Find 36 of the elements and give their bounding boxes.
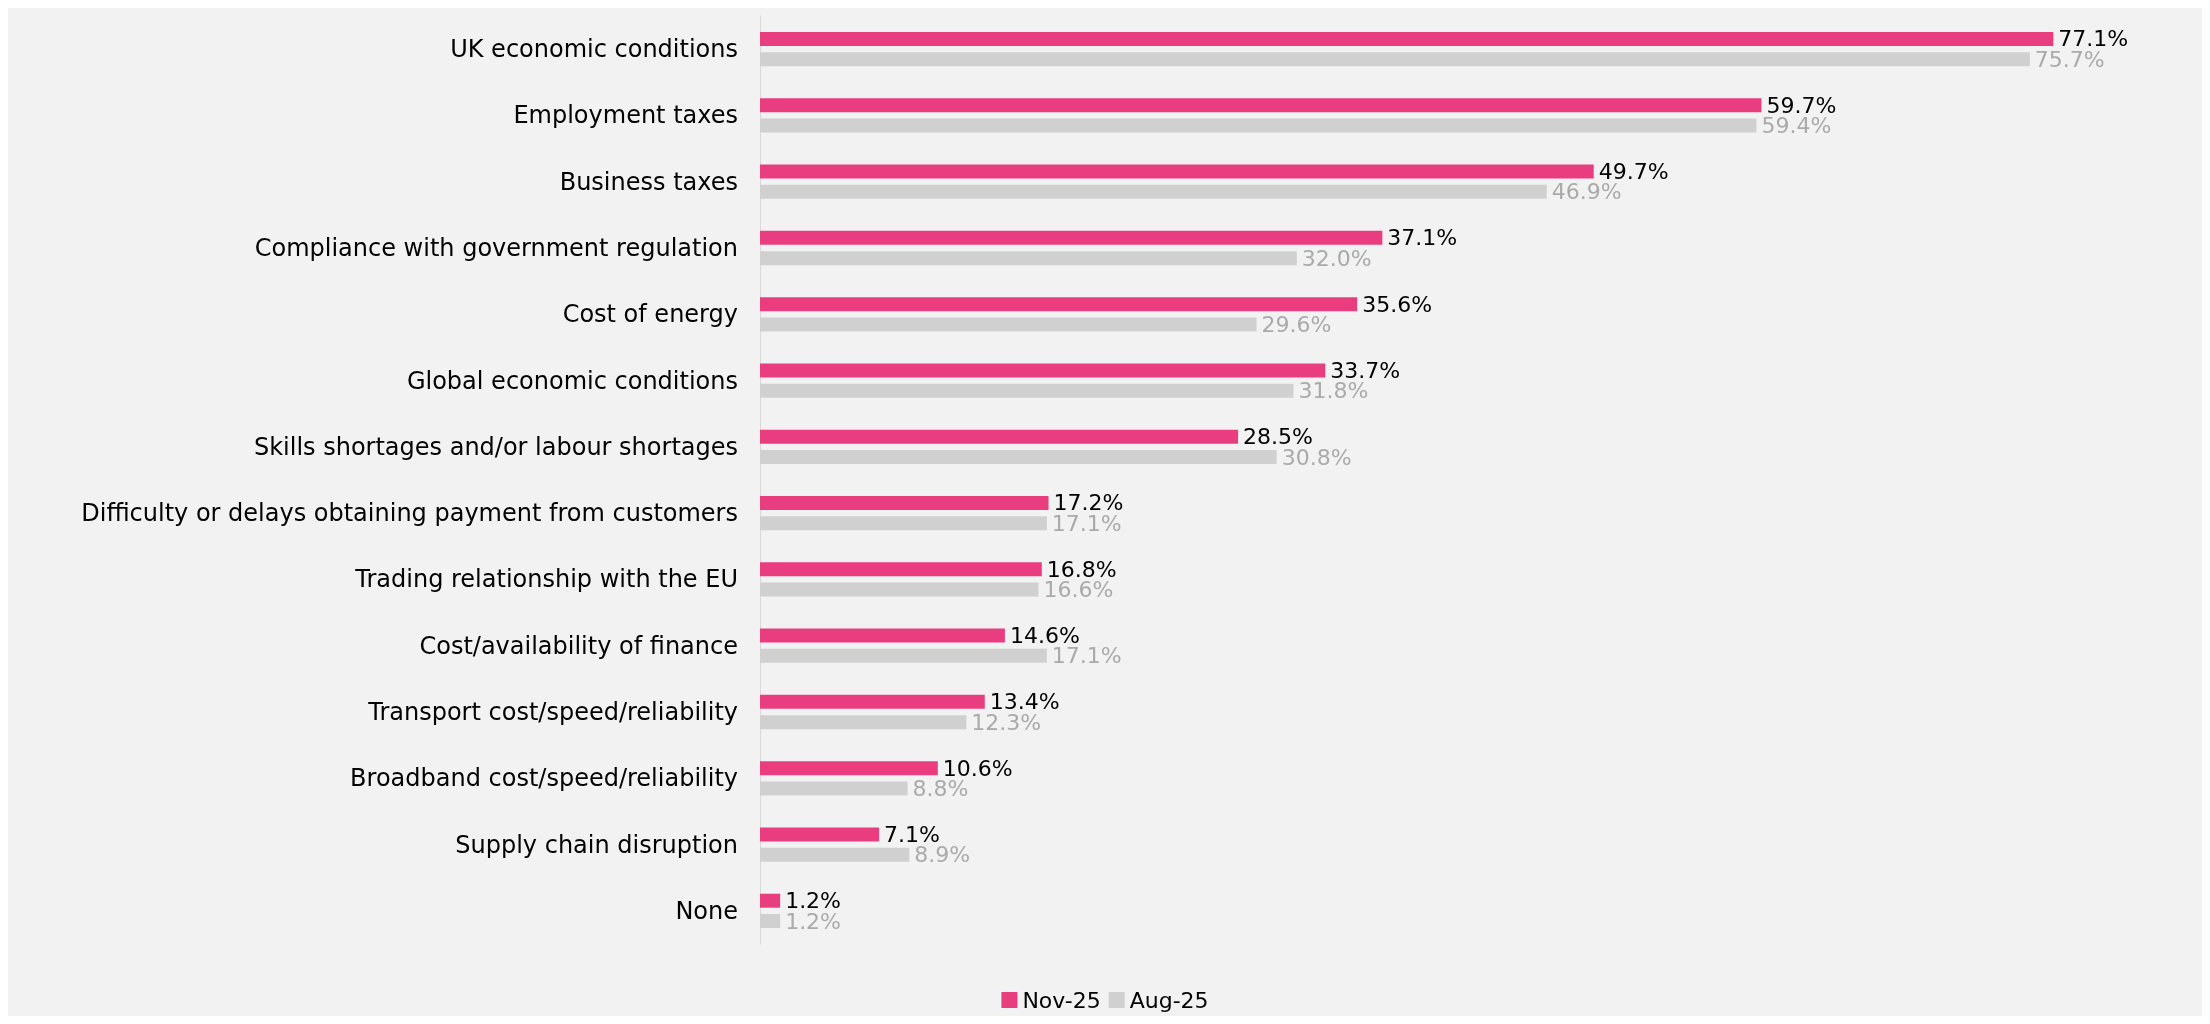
legend-label: Nov-25: [1022, 987, 1101, 1013]
y-tick-label: UK economic conditions: [450, 35, 738, 64]
y-tick-label: None: [675, 896, 738, 925]
bar: [760, 164, 1594, 179]
data-label: 37.1%: [1387, 225, 1458, 251]
bar: [760, 562, 1042, 577]
data-label: 17.1%: [1051, 643, 1122, 669]
bar: [760, 230, 1383, 245]
y-tick-label: Cost of energy: [562, 300, 738, 329]
bar: [760, 761, 938, 776]
y-tick-label: Business taxes: [559, 167, 738, 196]
data-label: 46.9%: [1551, 179, 1622, 205]
y-tick-label: Trading relationship with the EU: [354, 565, 738, 594]
bar: [760, 98, 1762, 113]
y-tick-label: Supply chain disruption: [455, 830, 738, 859]
y-tick-label: Skills shortages and/or labour shortages: [253, 432, 738, 461]
y-tick-label: Cost/availability of finance: [419, 631, 738, 660]
y-tick-label: Global economic conditions: [406, 366, 738, 395]
bar: [760, 694, 985, 709]
bar: [760, 893, 781, 908]
bar: [760, 297, 1358, 312]
y-tick-label: Employment taxes: [513, 101, 738, 130]
data-label: 29.6%: [1261, 311, 1332, 337]
bar: [760, 31, 2054, 46]
bar: [760, 827, 880, 842]
y-tick-label: Broadband cost/speed/reliability: [350, 764, 738, 793]
data-label: 35.6%: [1362, 291, 1433, 317]
bar: [760, 429, 1239, 444]
data-label: 32.0%: [1301, 245, 1372, 271]
bar: [760, 363, 1326, 378]
y-tick-label: Difficulty or delays obtaining payment from customers: [81, 499, 738, 528]
legend-label: Aug-25: [1129, 987, 1209, 1013]
y-tick-label: Compliance with government regulation: [254, 234, 738, 262]
bar: [760, 495, 1049, 510]
y-tick-label: Transport cost/speed/reliability: [367, 698, 738, 726]
bar: [760, 628, 1005, 643]
